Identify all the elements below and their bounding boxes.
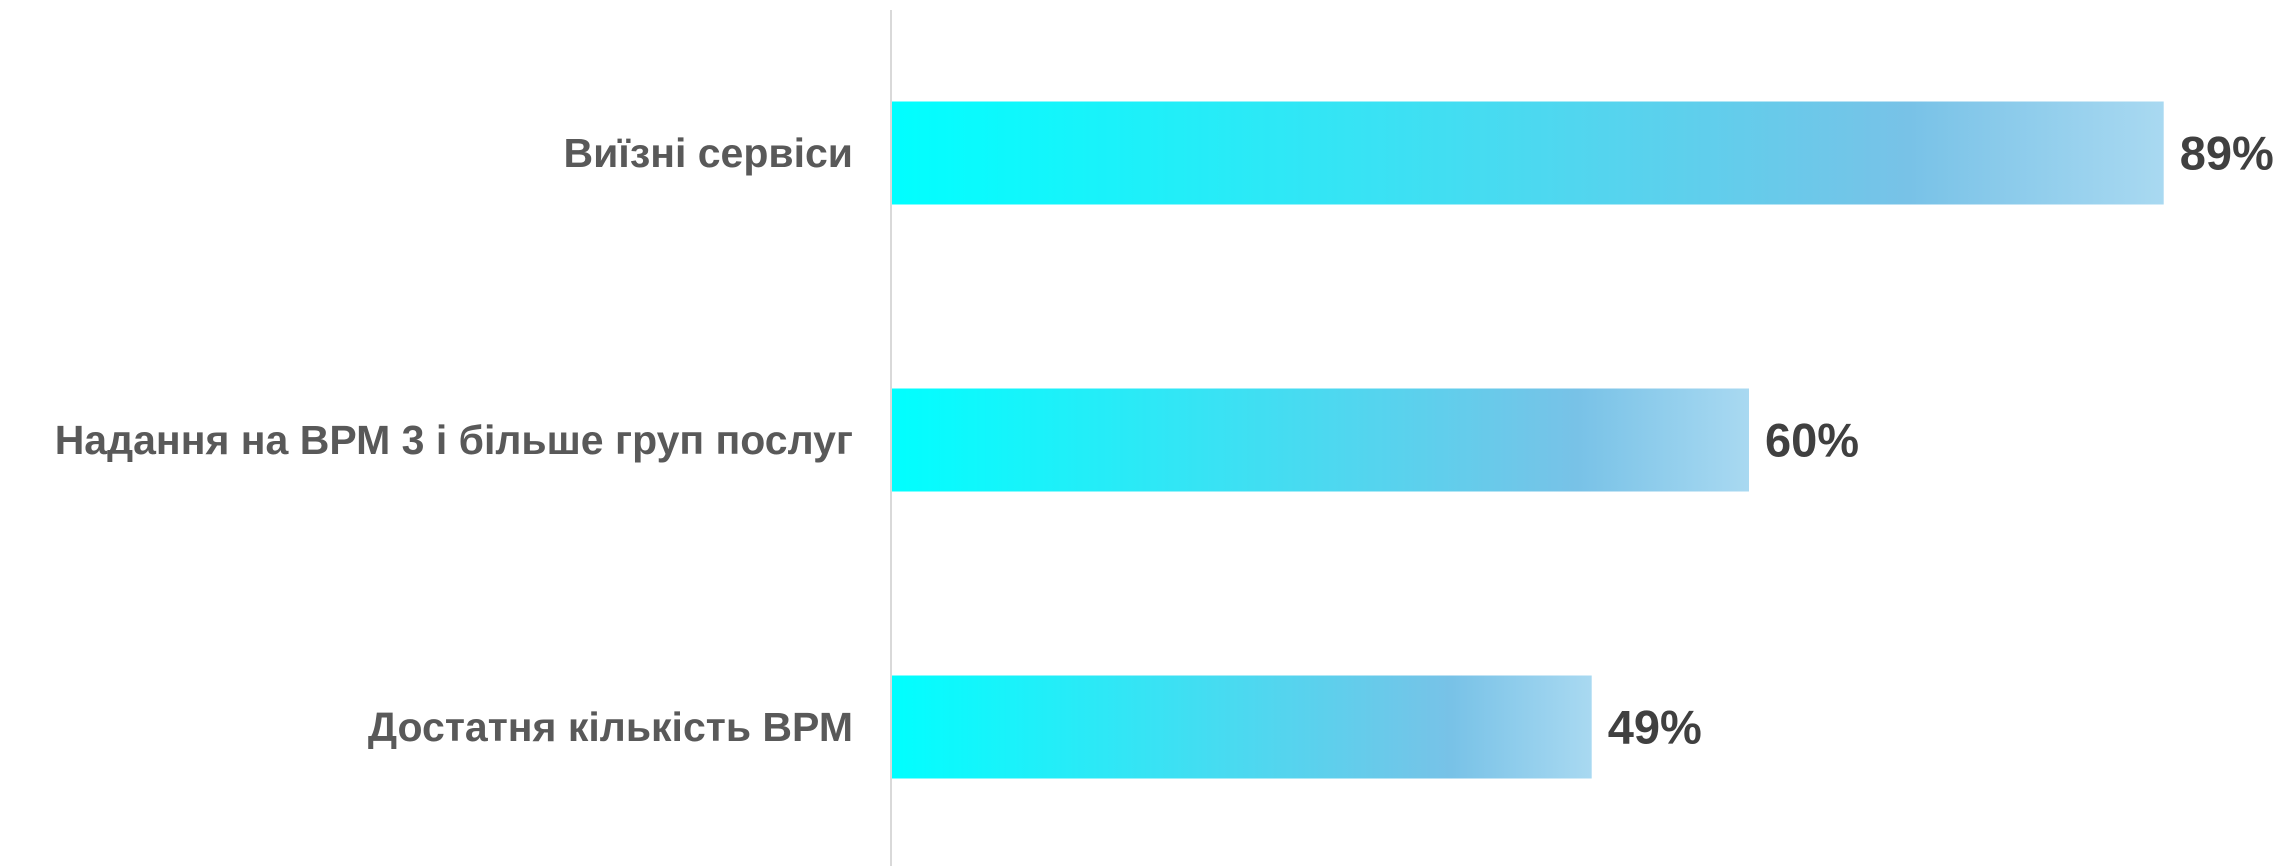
value-label: 89%: [2180, 127, 2274, 180]
category-label: Надання на ВРМ 3 і більше груп послуг: [55, 417, 853, 463]
bars-layer: [891, 101, 2164, 779]
labels-layer: Виїзні сервіси 89% Надання на ВРМ 3 і біль…: [55, 127, 2274, 754]
category-label: Виїзні сервіси: [563, 130, 853, 176]
value-label: 49%: [1608, 701, 1702, 754]
bar: [891, 675, 1592, 779]
bar: [891, 101, 2164, 205]
value-label: 60%: [1765, 414, 1859, 467]
category-label: Достатня кількість ВРМ: [368, 704, 853, 750]
bar: [891, 388, 1749, 492]
